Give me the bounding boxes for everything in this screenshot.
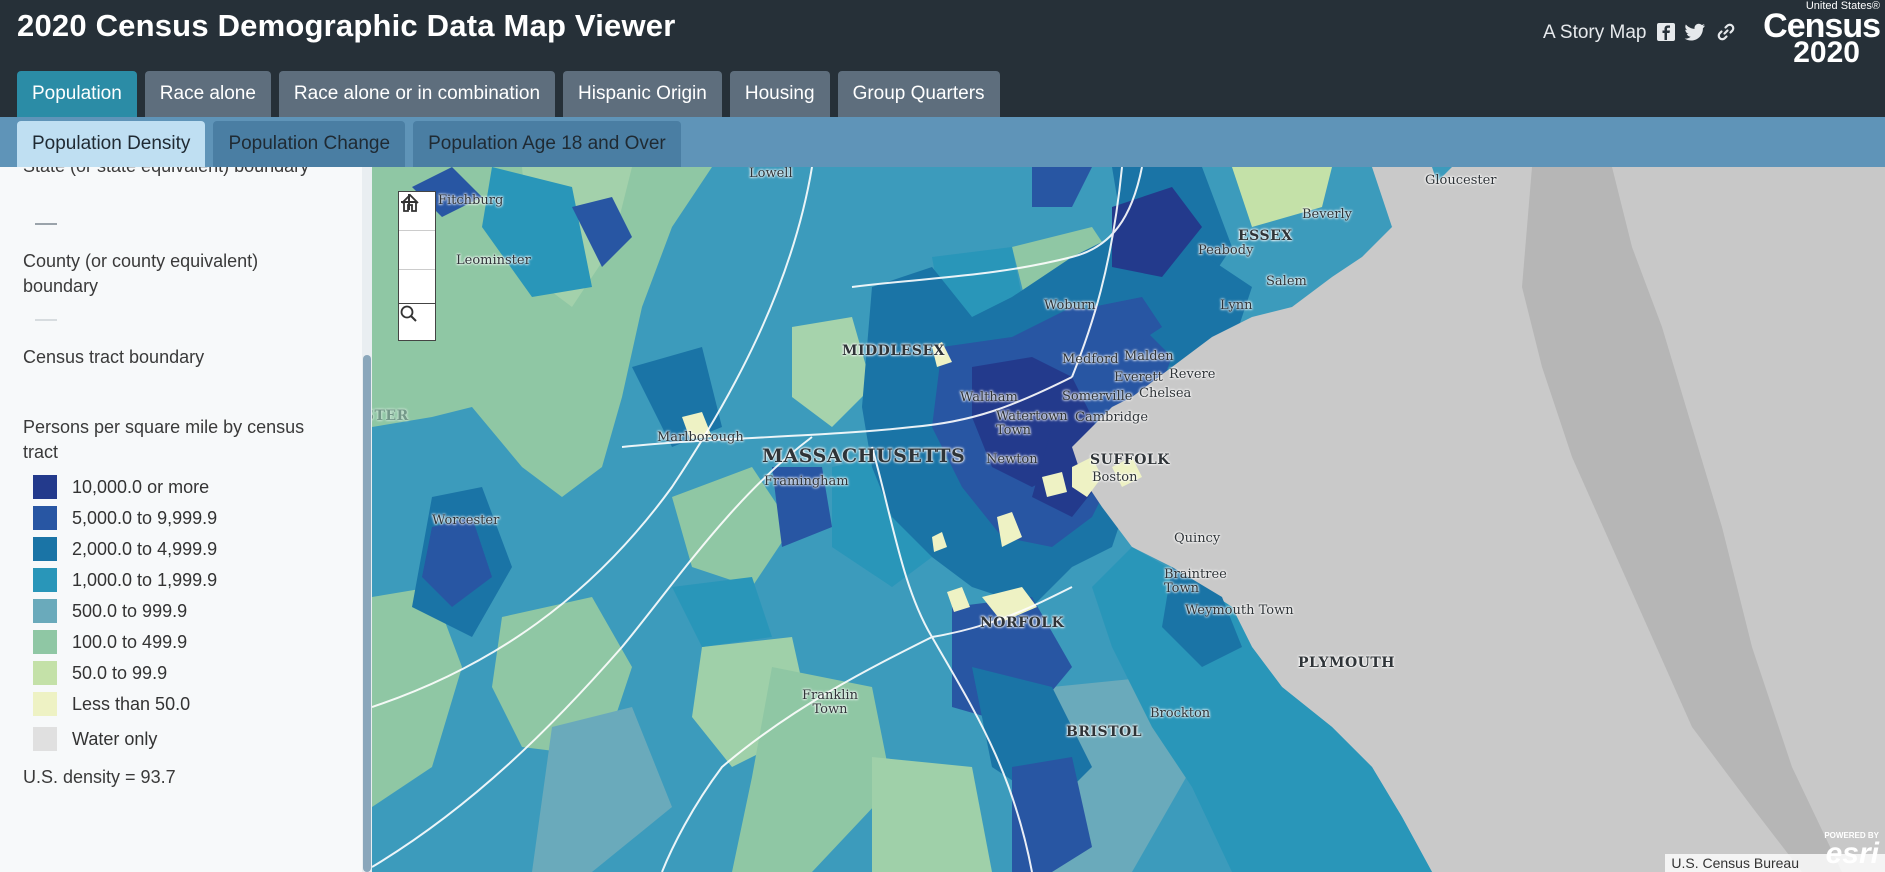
legend-swatch	[33, 599, 57, 623]
place-label: Braintree Town	[1164, 567, 1227, 596]
subtab-population-density[interactable]: Population Density	[17, 121, 206, 167]
place-label: Weymouth Town	[1185, 603, 1294, 618]
census-2020-logo: United States® Census 2020	[1763, 0, 1881, 69]
tab-housing[interactable]: Housing	[729, 71, 830, 117]
place-label: Beverly	[1302, 207, 1353, 222]
place-label: Fitchburg	[438, 193, 504, 208]
home-icon[interactable]	[399, 193, 435, 270]
place-label: Franklin Town	[802, 688, 858, 717]
esri-logo: POWERED BY esri	[1824, 831, 1879, 870]
place-label: Newton	[986, 452, 1038, 467]
place-label: Woburn	[1044, 298, 1096, 313]
place-label: Waltham	[960, 390, 1018, 405]
state-boundary-symbol	[35, 223, 57, 225]
legend-county-boundary-label: County (or county equivalent) boundary	[23, 251, 259, 296]
place-label: Boston	[1092, 470, 1138, 485]
map-attribution: U.S. Census Bureau	[1665, 854, 1885, 872]
place-label: NORFOLK	[980, 615, 1065, 631]
legend-scrollbar-thumb[interactable]	[363, 355, 371, 872]
legend-swatch	[33, 630, 57, 654]
legend-swatch	[33, 475, 57, 499]
sub-tabs: Population Density Population Change Pop…	[17, 121, 681, 167]
legend-swatch	[33, 568, 57, 592]
place-label: Lynn	[1220, 298, 1253, 313]
place-label: Marlborough	[657, 430, 744, 445]
place-label: SUFFOLK	[1090, 452, 1170, 468]
legend-class-row: 2,000.0 to 4,999.9	[33, 536, 217, 562]
legend-panel: State (or state equivalent) boundary Cou…	[0, 167, 362, 872]
link-icon[interactable]	[1716, 22, 1738, 44]
tab-race-alone[interactable]: Race alone	[144, 71, 271, 117]
place-label: Chelsea	[1139, 386, 1192, 401]
legend-tract-boundary-label: Census tract boundary	[23, 347, 205, 367]
twitter-icon[interactable]	[1684, 22, 1706, 44]
legend-swatch	[33, 661, 57, 685]
place-label: BRISTOL	[1066, 724, 1143, 740]
place-label: Salem	[1266, 274, 1307, 289]
subtab-population-change[interactable]: Population Change	[213, 121, 406, 167]
county-boundary-symbol	[35, 319, 57, 321]
search-control	[398, 303, 436, 341]
place-label: Lowell	[749, 167, 793, 181]
place-label: Malden	[1124, 349, 1174, 364]
legend-class-row: 500.0 to 999.9	[33, 598, 187, 624]
zoom-controls	[398, 191, 436, 309]
legend-class-row: 100.0 to 499.9	[33, 629, 187, 655]
legend-swatch	[33, 506, 57, 530]
search-icon[interactable]	[399, 304, 435, 342]
place-label: Leominster	[456, 253, 531, 268]
place-label: Everett	[1114, 370, 1163, 385]
place-label: Cambridge	[1075, 410, 1149, 425]
place-label: Brockton	[1150, 706, 1211, 721]
place-label: Quincy	[1174, 531, 1221, 546]
legend-swatch	[33, 537, 57, 561]
legend-state-boundary-label: State (or state equivalent) boundary	[23, 167, 323, 179]
place-label: ESSEX	[1238, 228, 1293, 244]
tab-population[interactable]: Population	[17, 71, 137, 117]
legend-density-title: Persons per square mile by census tract	[23, 417, 305, 462]
place-label: Somerville	[1062, 389, 1133, 404]
density-map	[372, 167, 1885, 872]
main-tabs: Population Race alone Race alone or in c…	[17, 71, 1000, 117]
place-label: MIDDLESEX	[842, 343, 945, 359]
legend-class-row: Water only	[33, 726, 157, 752]
map-view[interactable]: Lowell Gloucester Fitchburg Beverly ESSE…	[372, 167, 1885, 872]
app-header: 2020 Census Demographic Data Map Viewer …	[0, 0, 1885, 117]
legend-class-row: 1,000.0 to 1,999.9	[33, 567, 217, 593]
subtab-population-age-18-and-over[interactable]: Population Age 18 and Over	[413, 121, 681, 167]
place-label: Gloucester	[1425, 173, 1497, 188]
legend-class-row: 50.0 to 99.9	[33, 660, 167, 686]
tab-race-alone-or-in-combination[interactable]: Race alone or in combination	[278, 71, 556, 117]
place-label: Watertown Town	[996, 409, 1068, 438]
facebook-icon[interactable]	[1656, 22, 1678, 44]
place-label: Revere	[1169, 367, 1216, 382]
legend-class-row: 10,000.0 or more	[33, 474, 209, 500]
us-density-note: U.S. density = 93.7	[23, 767, 176, 787]
place-label: Framingham	[764, 474, 849, 489]
app-title: 2020 Census Demographic Data Map Viewer	[17, 8, 676, 43]
legend-swatch	[33, 727, 57, 751]
place-label: PLYMOUTH	[1298, 655, 1396, 671]
legend-swatch	[33, 692, 57, 716]
place-label: WORCESTER	[372, 408, 409, 424]
legend-class-row: 5,000.0 to 9,999.9	[33, 505, 217, 531]
story-map-label: A Story Map	[1543, 22, 1647, 43]
legend-class-row: Less than 50.0	[33, 691, 190, 717]
minus-icon[interactable]	[399, 201, 435, 308]
tab-hispanic-origin[interactable]: Hispanic Origin	[563, 71, 722, 117]
place-label: MASSACHUSETTS	[762, 445, 966, 467]
place-label: Worcester	[432, 513, 500, 528]
place-label: Peabody	[1198, 243, 1254, 258]
tab-group-quarters[interactable]: Group Quarters	[837, 71, 1000, 117]
place-label: Medford	[1062, 352, 1119, 367]
